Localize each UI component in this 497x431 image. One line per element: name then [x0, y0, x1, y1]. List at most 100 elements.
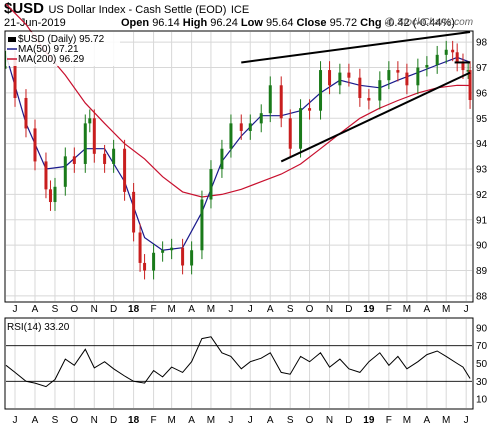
price-tick-label: 91	[476, 215, 488, 226]
price-legend-swatch	[8, 37, 16, 42]
rsi-month-label: D	[345, 415, 352, 426]
price-grid	[6, 32, 472, 301]
rsi-x-axis: J A S O N D 18 F M A M J J A S O N D 19 F M A M J	[13, 415, 469, 426]
close-label: Close	[296, 17, 327, 29]
price-month-label: J	[248, 304, 253, 315]
rsi-tick-label: 10	[476, 395, 488, 406]
rsi-line	[5, 336, 471, 388]
price-month-label: M	[442, 304, 450, 315]
rsi-tick-label: 30	[476, 377, 488, 388]
candle-body	[468, 70, 472, 101]
candle-body	[451, 49, 455, 53]
price-month-label: J	[13, 304, 18, 315]
price-month-label: D	[110, 304, 117, 315]
price-month-label: S	[287, 304, 294, 315]
rsi-month-label: M	[167, 415, 175, 426]
description: US Dollar Index - Cash Settle (EOD)	[48, 4, 227, 16]
candle-body	[181, 247, 185, 266]
legend-background	[6, 32, 120, 66]
low-label: Low	[240, 17, 263, 29]
price-month-label: M	[403, 304, 411, 315]
candle-body	[138, 232, 142, 263]
candle-body	[461, 62, 465, 71]
price-tick-label: 97	[476, 63, 488, 74]
ma200-legend-label: MA(200) 96.29	[18, 54, 85, 65]
ma200-line	[5, 3, 471, 198]
price-legend: $USD (Daily) 95.72 MA(50) 97.21 MA(200) …	[6, 32, 120, 66]
high-value: 96.24	[210, 17, 238, 29]
rsi-month-label: F	[386, 415, 392, 426]
candle-body	[328, 70, 332, 86]
candle-body	[444, 49, 448, 55]
rsi-month-label: O	[70, 415, 78, 426]
candle-body	[308, 108, 312, 111]
candle-body	[152, 252, 156, 271]
rsi-month-label: M	[403, 415, 411, 426]
candle-body	[435, 54, 439, 65]
rsi-month-label: M	[207, 415, 215, 426]
candle-body	[123, 148, 127, 192]
price-month-label: J	[464, 304, 469, 315]
price-month-label: S	[52, 304, 59, 315]
candle-body	[53, 186, 57, 203]
trendline	[280, 71, 471, 163]
candle-body	[103, 153, 107, 164]
rsi-month-label: J	[248, 415, 253, 426]
rsi-y-axis: 10 30 50 70 90	[476, 323, 488, 405]
price-tick-label: 93	[476, 165, 488, 176]
candle-body	[132, 191, 136, 233]
candle-body	[92, 118, 96, 154]
rsi-month-label: F	[151, 415, 157, 426]
candle-body	[48, 189, 52, 203]
candle-body	[466, 70, 470, 72]
price-month-label: O	[306, 304, 314, 315]
price-y-axis: 88 89 90 91 92 93 94 95 96 97 98	[476, 38, 488, 303]
candle-body	[161, 250, 165, 253]
ma50-line-group	[5, 54, 471, 251]
open-value: 96.14	[152, 17, 180, 29]
rsi-month-label: A	[424, 415, 431, 426]
price-month-label: N	[326, 304, 333, 315]
rsi-month-label: D	[110, 415, 117, 426]
rsi-month-label: A	[32, 415, 39, 426]
price-month-label: A	[424, 304, 431, 315]
candle-body	[239, 123, 243, 131]
price-tick-label: 95	[476, 114, 488, 125]
price-tick-label: 94	[476, 139, 488, 150]
price-tick-label: 90	[476, 241, 488, 252]
candles	[4, 40, 472, 280]
candle-body	[425, 64, 429, 68]
candle-body	[63, 156, 67, 187]
low-value: 95.64	[265, 17, 294, 29]
trendline	[241, 31, 471, 64]
candle-body	[112, 148, 116, 164]
candle-body	[88, 118, 92, 124]
close-value: 95.72	[329, 17, 358, 29]
candle-body	[387, 70, 391, 81]
candle-body	[396, 70, 400, 73]
candle-body	[33, 128, 37, 162]
rsi-month-label: A	[267, 415, 274, 426]
price-month-label: A	[267, 304, 274, 315]
rsi-grid	[6, 319, 472, 408]
chg-label: Chg	[360, 17, 382, 29]
rsi-month-label: J	[228, 415, 233, 426]
quote-date: 21-Jun-2019	[4, 17, 66, 29]
rsi-month-label: N	[326, 415, 333, 426]
candle-body	[248, 123, 252, 131]
rsi-line-group	[5, 336, 471, 388]
price-legend-label: $USD (Daily) 95.72	[18, 34, 105, 45]
price-tick-label: 98	[476, 38, 488, 49]
candle-body	[367, 97, 371, 101]
candle-body	[259, 113, 263, 124]
rsi-month-label: 18	[128, 415, 140, 426]
rsi-month-label: S	[52, 415, 59, 426]
open-label: Open	[121, 17, 150, 29]
ma200-line-group	[5, 3, 471, 198]
ma50-line	[5, 54, 471, 251]
candle-body	[288, 118, 292, 149]
candle-body	[347, 72, 351, 78]
candle-body	[44, 161, 48, 190]
trendlines	[241, 31, 471, 163]
